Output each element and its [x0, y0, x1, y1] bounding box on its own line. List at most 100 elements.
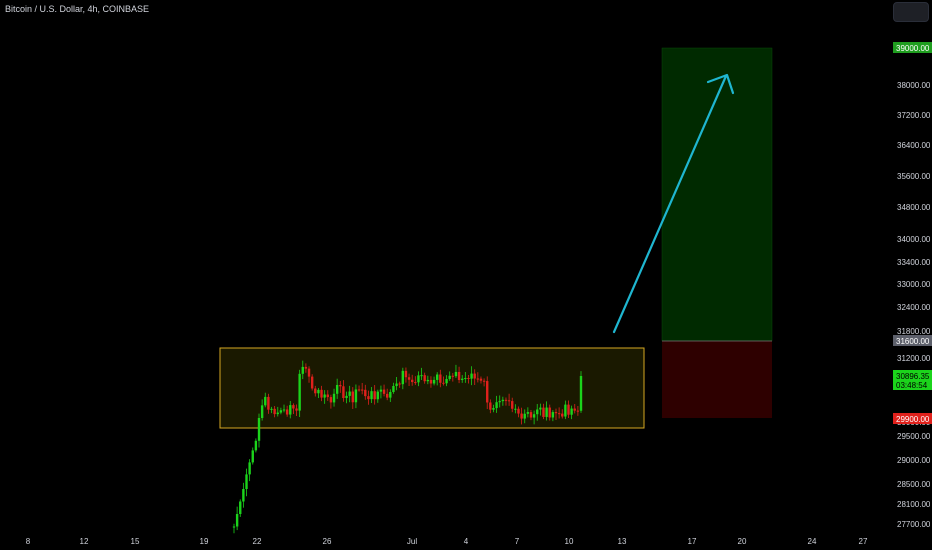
candle-body — [439, 374, 442, 383]
candle-body — [404, 370, 408, 378]
y-tick-label: 28100.00 — [897, 500, 931, 509]
candle-body — [464, 377, 467, 379]
y-tick-label: 31200.00 — [897, 354, 931, 363]
candle-body — [514, 408, 517, 410]
x-tick-label: 27 — [859, 537, 868, 546]
candle-body — [420, 375, 423, 377]
candle-body — [567, 404, 570, 415]
candle-body — [314, 388, 317, 394]
y-tick-label: 36400.00 — [897, 141, 931, 150]
y-tick-label: 33000.00 — [897, 280, 931, 289]
candle-body — [370, 391, 373, 400]
candle-body — [267, 396, 270, 410]
y-tick-label: 29500.00 — [897, 432, 931, 441]
candle-body — [473, 373, 476, 379]
candle-body — [504, 399, 508, 401]
y-tick-label: 35600.00 — [897, 172, 931, 181]
candle-body — [486, 381, 489, 403]
y-tick-label: 28500.00 — [897, 480, 931, 489]
candle-body — [339, 384, 342, 387]
y-tick-label: 27700.00 — [897, 520, 931, 529]
candle-body — [476, 378, 480, 380]
candle-body — [536, 409, 539, 415]
candle-body — [398, 383, 401, 385]
x-tick-label: 22 — [253, 537, 262, 546]
candle-body — [529, 412, 533, 418]
price-axis[interactable]: 39000.00 38000.00 37200.00 36400.00 35600.00… — [897, 44, 931, 529]
candle-body — [492, 408, 495, 410]
candle-body — [248, 462, 251, 475]
candle-body — [429, 379, 433, 384]
candle-body — [532, 414, 536, 418]
x-tick-label: 4 — [464, 537, 469, 546]
candle-body — [348, 391, 351, 396]
stop-zone — [662, 341, 772, 418]
candle-body — [467, 377, 470, 379]
candle-body — [573, 408, 576, 411]
candle-body — [554, 412, 558, 414]
candle-body — [285, 409, 289, 415]
candle-body — [257, 418, 261, 441]
candle-body — [270, 408, 273, 410]
y-tick-label: 37200.00 — [897, 111, 931, 120]
candle-body — [239, 501, 242, 514]
candle-body — [526, 412, 530, 414]
candle-body — [489, 402, 492, 410]
candle-body — [279, 410, 283, 413]
x-tick-label: 19 — [200, 537, 209, 546]
y-tick-label: 31800.00 — [897, 327, 931, 336]
candle-body — [367, 396, 370, 400]
candle-body — [345, 395, 348, 399]
y-tick-label: 29000.00 — [897, 456, 931, 465]
candle-body — [557, 413, 561, 415]
candle-body — [385, 393, 389, 398]
candle-body — [445, 378, 448, 384]
candle-body — [507, 400, 511, 402]
candle-body — [389, 392, 392, 398]
candle-body — [401, 370, 405, 385]
candle-body — [479, 378, 483, 381]
chart-title: Bitcoin / U.S. Dollar, 4h, COINBASE — [5, 4, 150, 14]
candle-body — [260, 405, 264, 418]
candle-body — [470, 373, 473, 379]
candle-body — [564, 404, 567, 417]
settings-button[interactable] — [893, 2, 929, 22]
candle-body — [495, 402, 498, 409]
x-tick-label: 26 — [323, 537, 332, 546]
y-tick-label: 32400.00 — [897, 303, 931, 312]
candle-body — [501, 399, 505, 402]
candle-body — [245, 474, 248, 489]
y-tick-label: 34800.00 — [897, 203, 931, 212]
candle-body — [364, 389, 367, 397]
x-tick-label: Jul — [407, 537, 417, 546]
candle-body — [376, 391, 380, 400]
x-tick-label: 10 — [565, 537, 574, 546]
candle-body — [320, 389, 323, 398]
candles — [232, 360, 583, 534]
current-price-text: 30896.35 — [896, 372, 930, 381]
candle-body — [579, 376, 583, 411]
candle-body — [307, 368, 311, 377]
y-tick-label: 38000.00 — [897, 81, 931, 90]
x-tick-label: 20 — [738, 537, 747, 546]
candle-body — [251, 450, 254, 463]
candle-body — [360, 389, 364, 391]
candle-body — [461, 378, 464, 381]
candle-body — [292, 405, 295, 409]
candle-body — [254, 440, 258, 451]
candle-body — [426, 379, 430, 382]
candle-body — [335, 384, 339, 394]
time-axis[interactable]: 8 12 15 19 22 26 Jul 4 7 10 13 17 20 24 27 — [26, 537, 868, 546]
x-tick-label: 24 — [808, 537, 817, 546]
candle-body — [357, 389, 361, 391]
candle-body — [423, 375, 426, 382]
x-tick-label: 15 — [131, 537, 140, 546]
x-tick-label: 12 — [80, 537, 89, 546]
candle-body — [310, 376, 314, 389]
candle-body — [373, 391, 376, 400]
candle-body — [576, 410, 580, 412]
y-tick-label: 33400.00 — [897, 258, 931, 267]
candle-body — [548, 407, 551, 418]
